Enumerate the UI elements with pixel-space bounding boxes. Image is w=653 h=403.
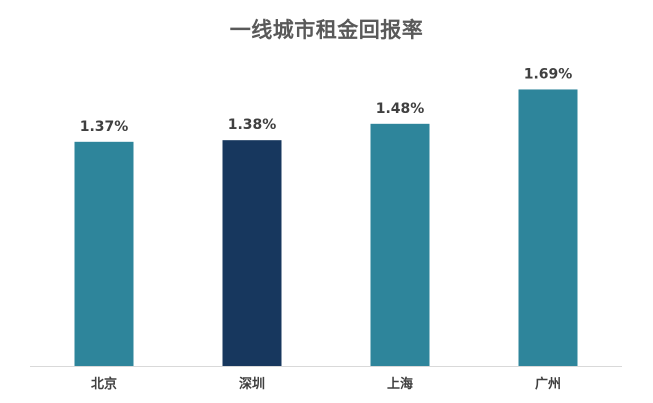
data-label-4: 1.69% [524, 66, 573, 82]
bar-2 [222, 140, 282, 366]
bar-1 [74, 141, 134, 366]
data-label-1: 1.37% [80, 119, 129, 135]
x-tick-label-2: 深圳 [239, 376, 265, 392]
x-tick-label-3: 上海 [387, 376, 413, 392]
data-label-2: 1.38% [228, 117, 277, 133]
bar-4 [518, 89, 578, 367]
bar-3 [370, 123, 430, 367]
chart-title: 一线城市租金回报率 [229, 18, 424, 42]
x-tick-label-4: 广州 [535, 376, 561, 392]
x-tick-label-1: 北京 [91, 376, 117, 392]
data-label-3: 1.48% [376, 101, 425, 117]
